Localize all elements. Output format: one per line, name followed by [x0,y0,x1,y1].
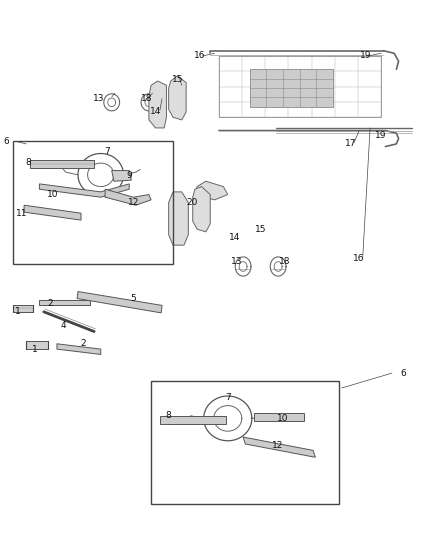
Text: 18: 18 [279,257,290,265]
Text: 19: 19 [360,52,371,60]
Polygon shape [243,437,315,457]
Text: 1: 1 [14,308,21,316]
Polygon shape [39,300,90,305]
Polygon shape [160,416,226,424]
Text: 10: 10 [47,190,58,199]
Text: 5: 5 [131,294,137,303]
Text: 15: 15 [255,225,266,233]
Text: 12: 12 [272,441,284,449]
Polygon shape [112,171,131,181]
Polygon shape [250,69,333,107]
Text: 13: 13 [93,94,104,103]
Polygon shape [77,292,162,313]
Text: 19: 19 [375,132,387,140]
Bar [13,141,173,264]
Bar [151,381,339,504]
Polygon shape [39,184,129,197]
Text: 15: 15 [172,76,183,84]
Polygon shape [26,341,48,349]
Text: 7: 7 [225,393,231,401]
Text: 9: 9 [126,172,132,180]
Polygon shape [105,189,151,205]
Polygon shape [57,344,101,354]
Text: 20: 20 [186,198,198,207]
Text: 18: 18 [141,94,152,103]
Polygon shape [149,81,166,128]
Polygon shape [13,305,33,312]
Text: 13: 13 [231,257,242,265]
Polygon shape [193,187,210,232]
Text: 4: 4 [61,321,66,329]
Text: 7: 7 [104,148,110,156]
Text: 8: 8 [25,158,32,167]
Polygon shape [169,76,186,120]
Polygon shape [169,192,188,245]
Text: 8: 8 [166,411,172,420]
Text: 16: 16 [194,52,205,60]
Polygon shape [195,181,228,200]
Text: 17: 17 [345,140,356,148]
Text: 1: 1 [32,345,38,353]
Text: 14: 14 [150,108,161,116]
Text: 6: 6 [400,369,406,377]
Text: 10: 10 [277,414,288,423]
Text: 6: 6 [4,137,10,146]
Text: 2: 2 [48,300,53,308]
Text: 12: 12 [128,198,139,207]
Text: 16: 16 [353,254,365,263]
Text: 2: 2 [81,340,86,348]
Text: 11: 11 [16,209,28,217]
Text: 14: 14 [229,233,240,241]
Polygon shape [30,160,94,168]
Polygon shape [24,205,81,220]
Polygon shape [254,413,304,421]
